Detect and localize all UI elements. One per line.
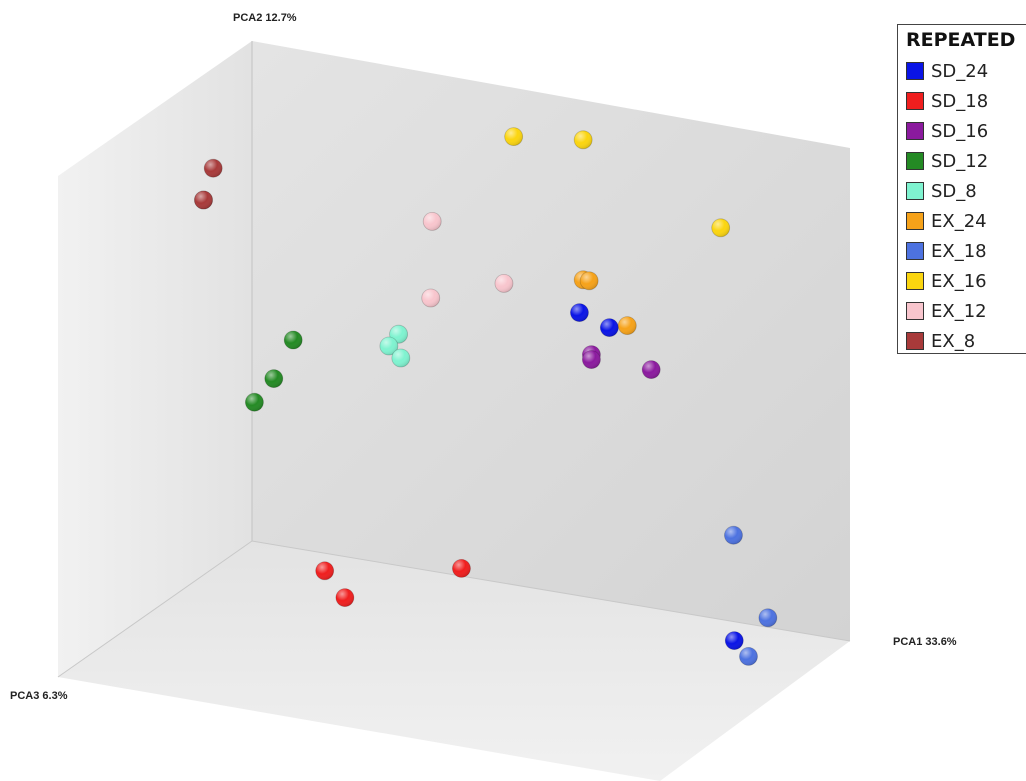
legend-item-ex-24: EX_24 [906,209,987,233]
point-sd-12 [283,330,303,350]
point-sd-18 [315,561,335,581]
legend-swatch [906,92,924,110]
point-ex-12 [422,211,442,231]
legend-item-ex-12: EX_12 [906,299,987,323]
legend-swatch [906,182,924,200]
legend-swatch [906,152,924,170]
point-sd-16 [582,350,601,370]
legend-swatch [906,272,924,290]
point-ex-12 [494,273,514,293]
point-sd-16 [641,360,661,380]
legend-item-ex-18: EX_18 [906,239,987,263]
legend-swatch [906,242,924,260]
floor [58,541,850,781]
point-sd-12 [244,392,264,412]
legend-item-sd-24: SD_24 [906,59,988,83]
legend-label: EX_12 [931,300,987,322]
y-axis-label: PCA2 12.7% [233,12,297,24]
legend-item-sd-12: SD_12 [906,149,988,173]
legend-swatch [906,122,924,140]
legend-label: EX_8 [931,330,976,352]
box-edge [57,540,253,678]
legend-label: SD_16 [931,120,989,142]
point-ex-16 [711,218,731,238]
point-ex-8 [203,158,223,178]
legend-swatch [906,212,924,230]
legend-item-sd-18: SD_18 [906,89,988,113]
point-sd-18 [452,559,471,578]
point-sd-24 [570,303,589,323]
point-ex-24 [579,271,599,291]
legend-item-ex-16: EX_16 [906,269,987,293]
legend-swatch [906,332,924,350]
legend-item-sd-16: SD_16 [906,119,988,143]
legend-label: EX_16 [931,270,987,292]
legend-item-ex-8: EX_8 [906,329,975,353]
z-axis-label: PCA3 6.3% [10,690,68,702]
point-sd-24 [724,631,744,650]
point-sd-8 [391,348,411,368]
legend-label: SD_18 [931,90,989,112]
legend-title: REPEATED [906,29,1016,51]
legend-label: SD_8 [931,180,977,202]
x-axis-label: PCA1 33.6% [893,636,957,648]
legend-label: SD_24 [931,60,989,82]
point-sd-8 [379,336,399,356]
legend-swatch [906,62,924,80]
back-wall [252,41,850,641]
point-sd-24 [599,318,619,338]
legend: REPEATED SD_24 SD_18 SD_16 SD_12 SD_8 EX_24 EX… [897,24,1026,354]
point-sd-18 [335,588,355,607]
legend-label: EX_24 [931,210,987,232]
point-ex-16 [573,130,593,150]
point-ex-18 [724,525,743,545]
point-ex-18 [739,647,758,666]
box-edge [251,540,851,642]
point-ex-16 [504,127,524,147]
legend-item-sd-8: SD_8 [906,179,977,203]
legend-label: SD_12 [931,150,989,172]
legend-swatch [906,302,924,320]
point-ex-18 [758,608,778,628]
point-ex-24 [617,316,637,336]
point-sd-12 [264,369,284,389]
point-ex-12 [421,288,441,308]
point-ex-8 [194,190,213,210]
legend-label: EX_18 [931,240,987,262]
